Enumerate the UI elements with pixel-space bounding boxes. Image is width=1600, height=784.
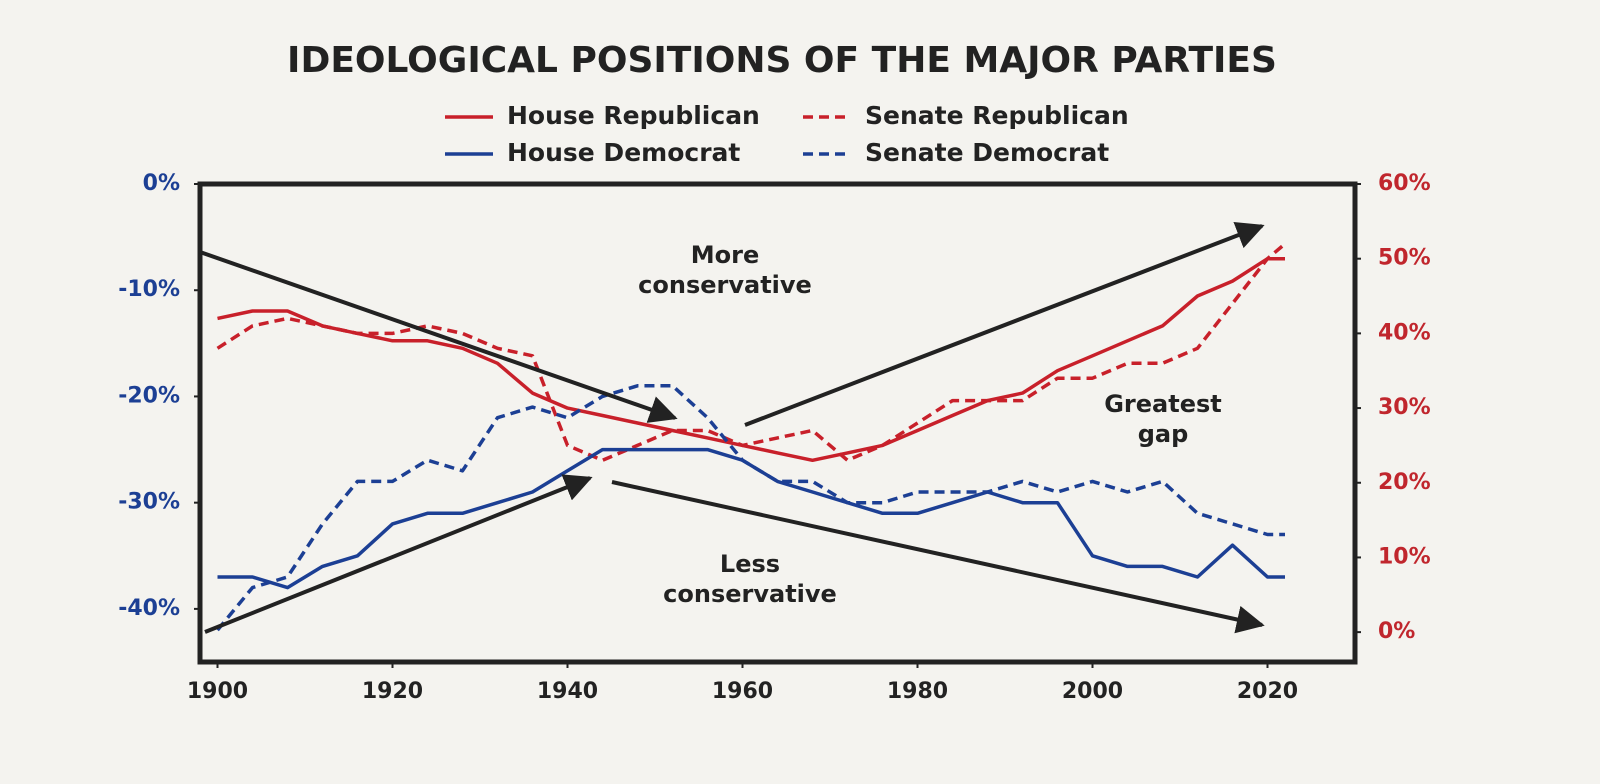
annotation: conservative — [638, 271, 812, 299]
x-tick-label: 2000 — [1062, 679, 1123, 704]
y2-tick-label: 0% — [1378, 619, 1415, 644]
arrow — [199, 250, 678, 423]
y2-tick-label: 20% — [1378, 470, 1431, 495]
x-tick-label: 1920 — [362, 679, 423, 704]
x-tick-label: 1980 — [887, 679, 948, 704]
annotation: Greatest — [1104, 390, 1222, 418]
annotation: Less — [720, 550, 780, 578]
y2-tick-label: 10% — [1378, 544, 1431, 569]
y-tick-label: 0% — [143, 171, 180, 196]
series-line — [217, 256, 1285, 463]
y2-tick-label: 60% — [1378, 171, 1431, 196]
y-tick-label: -40% — [118, 596, 180, 621]
annotation: More — [691, 241, 759, 269]
series-line — [216, 384, 1285, 632]
y-tick-label: -20% — [118, 383, 180, 408]
y2-tick-label: 30% — [1378, 395, 1431, 420]
plot-area — [216, 242, 1287, 632]
arrow — [611, 480, 1265, 634]
annotation: conservative — [663, 580, 837, 608]
y-tick-label: -30% — [118, 490, 180, 515]
arrow — [204, 474, 593, 634]
legend-label: Senate Democrat — [865, 138, 1109, 167]
arrows — [199, 221, 1265, 634]
arrow — [744, 221, 1265, 427]
series-line — [216, 242, 1287, 463]
annotation: gap — [1138, 420, 1189, 448]
y2-tick-label: 50% — [1378, 246, 1431, 271]
x-tick-label: 1940 — [537, 679, 598, 704]
x-tick-label: 2020 — [1237, 679, 1298, 704]
y2-tick-label: 40% — [1378, 320, 1431, 345]
x-tick-label: 1900 — [187, 679, 248, 704]
x-tick-label: 1960 — [712, 679, 773, 704]
legend-label: House Republican — [507, 101, 760, 130]
legend-label: Senate Republican — [865, 101, 1129, 130]
y-tick-label: -10% — [118, 277, 180, 302]
plot-frame — [197, 181, 1358, 665]
legend-label: House Democrat — [507, 138, 740, 167]
chart-title: IDEOLOGICAL POSITIONS OF THE MAJOR PARTI… — [287, 40, 1277, 81]
